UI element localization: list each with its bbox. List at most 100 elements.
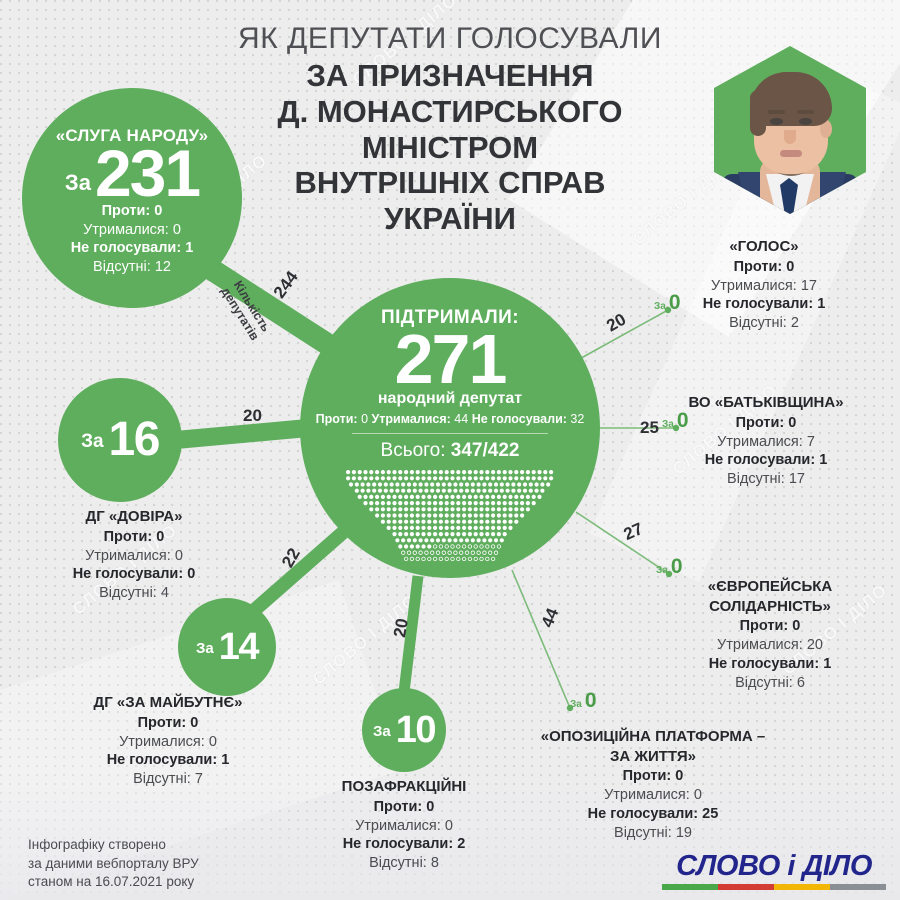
connector-label-za-maybutne: 22	[278, 544, 304, 571]
stat-did-not-vote: Не голосували: 1	[70, 240, 194, 257]
party-info-op-za-zhyttia: «ОПОЗИЦІЙНА ПЛАТФОРМА – ЗА ЖИТТЯ» Проти:…	[512, 728, 794, 843]
sluga-narodu-stats: Проти: 0 Утрималися: 0 Не голосували: 1 …	[22, 202, 242, 276]
stat-did-not-vote: Не голосували: 1	[704, 452, 828, 469]
stat-did-not-vote: Не голосували: 1	[708, 656, 832, 673]
title-line-3: Д. МОНАСТИРСЬКОГО	[277, 93, 623, 129]
za-label: За	[372, 722, 391, 740]
stat-abstained: Утрималися: 0	[604, 787, 702, 804]
party-name-line-2: ЗА ЖИТТЯ»	[610, 747, 696, 765]
bubble-total-supported[interactable]: ПІДТРИМАЛИ: 271 народний депутат Проти: …	[300, 278, 600, 578]
stat-against: Проти: 0	[735, 414, 797, 431]
za-value: 0	[584, 689, 597, 712]
party-name-line-2: СОЛІДАРНІСТЬ»	[709, 597, 831, 615]
party-name: ВО «БАТЬКІВЩИНА»	[688, 394, 844, 411]
connector-label-dovira: 20	[243, 406, 262, 425]
zero-marker-op-za-zhyttia: За 0	[570, 690, 597, 711]
title-line-6: УКРАЇНИ	[384, 201, 516, 237]
stat-absent: Відсутні: 4	[99, 585, 169, 602]
za-label: За	[64, 169, 91, 195]
deputies-count-label: Кількість депутатів	[218, 278, 273, 343]
brand-logo[interactable]: СЛОВО і ДІЛО	[662, 852, 886, 890]
party-info-batkivshchyna: ВО «БАТЬКІВЩИНА» Проти: 0 Утрималися: 7 …	[638, 394, 894, 489]
stat-abstained: Утрималися: 0	[83, 221, 181, 238]
party-name-line-1: «ОПОЗИЦІЙНА ПЛАТФОРМА –	[540, 728, 766, 745]
logo-text: СЛОВО і ДІЛО	[676, 850, 872, 882]
stat-abstained: Утрималися: 20	[717, 637, 823, 654]
za-label: За	[570, 699, 582, 710]
connector-label-pozafraktsiini: 20	[389, 616, 412, 639]
party-name: ПОЗАФРАКЦІЙНІ	[341, 778, 467, 795]
party-info-pozafraktsiini: ПОЗАФРАКЦІЙНІ Проти: 0 Утрималися: 0 Не …	[288, 778, 520, 873]
party-name: ДГ «ДОВІРА»	[85, 508, 183, 525]
page-title: ЯК ДЕПУТАТИ ГОЛОСУВАЛИ ЗА ПРИЗНАЧЕННЯ Д.…	[180, 22, 720, 237]
stat-abstained: Утрималися: 17	[711, 277, 817, 294]
za-label: За	[662, 419, 674, 430]
stat-against: Проти: 0	[103, 528, 165, 545]
party-info-za-maybutne: ДГ «ЗА МАЙБУТНЄ» Проти: 0 Утрималися: 0 …	[38, 694, 298, 789]
connector-label-holos: 20	[603, 309, 630, 336]
stat-did-not-vote: Не голосували: 2	[342, 836, 466, 853]
stat-absent: Відсутні: 2	[729, 315, 799, 332]
portrait-hexagon	[714, 46, 866, 214]
stat-did-not-vote: Не голосували: 1	[106, 752, 230, 769]
watermark: СЛОВО І ДІЛО	[308, 590, 421, 689]
party-name: ДГ «ЗА МАЙБУТНЄ»	[93, 694, 243, 711]
party-name-sluga-narodu: «СЛУГА НАРОДУ»	[55, 125, 209, 145]
stat-absent: Відсутні: 7	[133, 771, 203, 788]
stat-absent: Відсутні: 19	[614, 824, 692, 841]
title-line-5: ВНУТРІШНІХ СПРАВ	[294, 165, 606, 201]
za-label: За	[81, 431, 104, 452]
connector-label-sluga-narodu: 244	[269, 267, 302, 302]
supported-subtitle: народний депутат	[377, 389, 523, 407]
stat-absent: Відсутні: 6	[735, 674, 805, 691]
zero-marker-evropeiska-solidarnist: За 0	[656, 556, 683, 577]
title-line-1: ЯК ДЕПУТАТИ ГОЛОСУВАЛИ	[238, 22, 662, 55]
za-value: 16	[108, 413, 161, 466]
source-credit: Інфографіку створено за даними вебпортал…	[28, 836, 199, 892]
stat-against: Проти: 0	[622, 768, 684, 785]
stat-against: Проти: 0	[101, 203, 163, 220]
stat-abstained: Утрималися: 0	[85, 547, 183, 564]
parliament-seat-chart	[300, 469, 600, 569]
party-info-holos: «ГОЛОС» Проти: 0 Утрималися: 17 Не голос…	[640, 238, 888, 333]
title-line-4: МІНІСТРОМ	[361, 129, 539, 165]
stat-abstained: Утрималися: 0	[119, 733, 217, 750]
credit-line-2: за даними вебпорталу ВРУ	[28, 855, 199, 871]
stat-did-not-vote: Не голосували: 25	[587, 806, 719, 823]
stat-abstained: Утрималися: 0	[355, 817, 453, 834]
party-name: «ГОЛОС»	[729, 238, 799, 255]
bubble-za-maybutne[interactable]: За 14	[178, 598, 276, 696]
supported-count: 271	[394, 320, 508, 399]
credit-line-1: Інфографіку створено	[28, 837, 166, 852]
credit-line-3: станом на 16.07.2021 року	[28, 874, 195, 890]
za-value: 0	[676, 409, 689, 432]
supported-heading: ПІДТРИМАЛИ:	[381, 307, 519, 329]
bubble-pozafraktsiini[interactable]: За 10	[362, 688, 446, 772]
title-line-2: ЗА ПРИЗНАЧЕННЯ	[306, 57, 594, 93]
connector-label-evropeiska-solidarnist: 27	[620, 519, 646, 545]
stat-absent: Відсутні: 8	[369, 855, 439, 872]
stat-against: Проти: 0	[733, 258, 795, 275]
zero-marker-batkivshchyna: За 0	[662, 410, 689, 431]
za-value: 231	[94, 135, 201, 210]
za-label: За	[656, 565, 668, 576]
title-main: ЗА ПРИЗНАЧЕННЯ Д. МОНАСТИРСЬКОГО МІНІСТР…	[180, 58, 720, 238]
bubble-dovira[interactable]: За 16	[58, 378, 182, 502]
stat-absent: Відсутні: 17	[727, 471, 805, 488]
avatar	[714, 46, 866, 214]
logo-color-bar	[662, 884, 886, 890]
party-name-line-1: «ЄВРОПЕЙСЬКА	[707, 578, 833, 595]
party-info-evropeiska-solidarnist: «ЄВРОПЕЙСЬКА СОЛІДАРНІСТЬ» Проти: 0 Утри…	[648, 578, 892, 693]
sluga-narodu-vote-count: За 231	[22, 135, 242, 210]
stat-absent: Відсутні: 12	[93, 258, 171, 275]
stat-did-not-vote: Не голосували: 1	[702, 296, 826, 313]
connector-label-op-za-zhyttia: 44	[537, 605, 563, 631]
stat-against: Проти: 0	[137, 714, 199, 731]
za-value: 10	[395, 709, 437, 751]
stat-did-not-vote: Не голосували: 0	[72, 566, 196, 583]
za-value: 0	[670, 555, 683, 578]
stat-against: Проти: 0	[373, 798, 435, 815]
party-info-dovira: ДГ «ДОВІРА» Проти: 0 Утрималися: 0 Не го…	[14, 508, 254, 603]
total-votes: Всього: 347/422	[380, 439, 520, 461]
